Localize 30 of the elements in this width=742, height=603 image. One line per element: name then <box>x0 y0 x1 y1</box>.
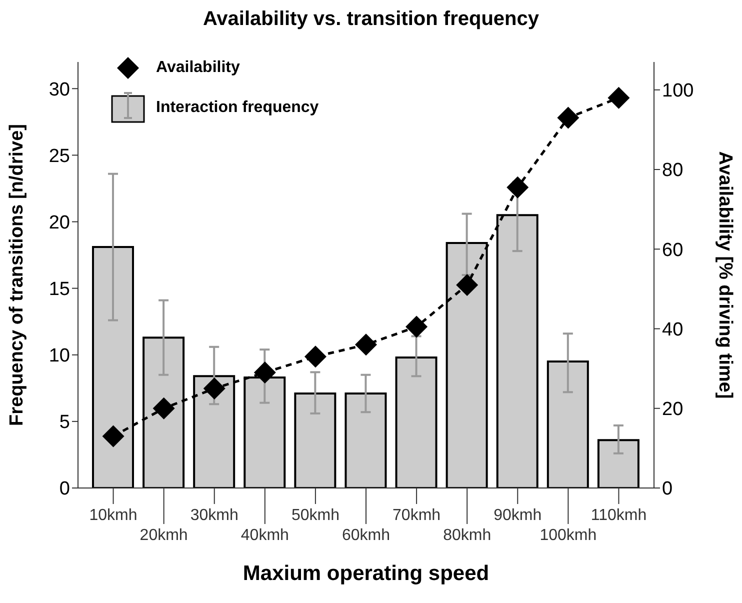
x-tick-label: 110kmh <box>590 507 647 524</box>
y2-tick-label: 0 <box>662 478 673 500</box>
legend-label: Interaction frequency <box>156 99 319 117</box>
y-tick-label: 0 <box>59 478 70 500</box>
y2-tick-label: 80 <box>662 160 684 182</box>
x-tick-label: 20kmh <box>140 527 188 544</box>
x-axis-title: Maxium operating speed <box>242 562 490 585</box>
x-tick-label: 90kmh <box>494 507 542 524</box>
legend-label: Availability <box>156 59 240 77</box>
x-tick-label: 50kmh <box>291 507 340 524</box>
x-tick-label: 10kmh <box>89 507 138 524</box>
y2-tick-label: 100 <box>662 80 694 102</box>
y-tick-label: 20 <box>48 212 70 234</box>
y2-axis-title: Availability [% driving time] <box>714 151 736 399</box>
y-tick-label: 10 <box>48 346 70 367</box>
x-tick-label: 60kmh <box>342 527 390 544</box>
x-tick-label: 40kmh <box>240 527 289 544</box>
y-tick-label: 30 <box>48 79 70 100</box>
y2-tick-label: 60 <box>662 240 684 261</box>
x-tick-label: 100kmh <box>540 527 597 544</box>
x-tick-label: 80kmh <box>443 527 492 544</box>
y-tick-label: 25 <box>48 146 70 167</box>
y2-tick-label: 20 <box>662 399 684 420</box>
y-tick-label: 15 <box>48 279 70 300</box>
chart-title: Availability vs. transition frequency <box>202 8 540 32</box>
y-axis-title: Frequency of transitions [n/drive] <box>6 124 28 426</box>
y2-tick-label: 40 <box>662 319 684 340</box>
x-tick-label: 30kmh <box>190 507 238 524</box>
x-tick-label: 70kmh <box>392 507 441 524</box>
y-tick-label: 5 <box>59 412 70 434</box>
